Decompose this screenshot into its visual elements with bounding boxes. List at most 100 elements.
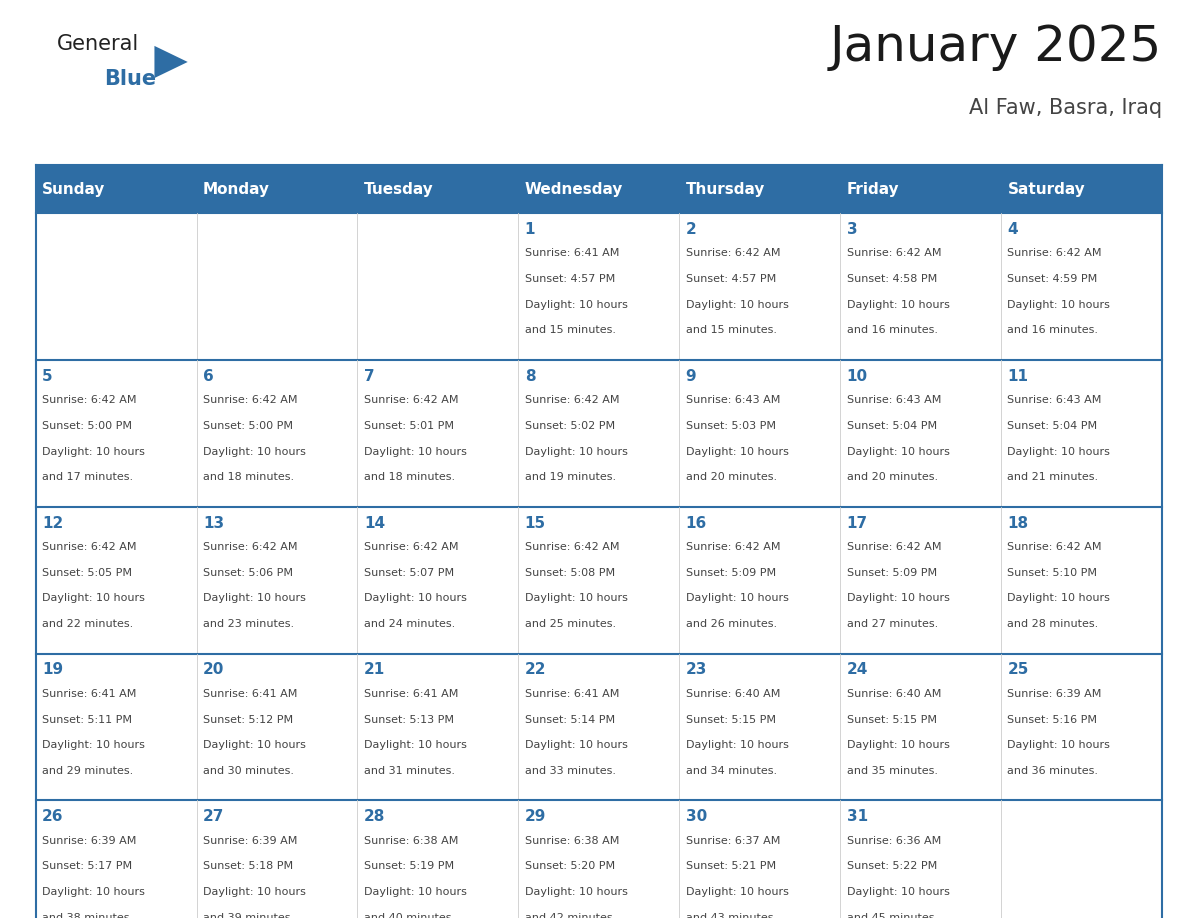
Text: 27: 27 (203, 810, 225, 824)
Text: and 16 minutes.: and 16 minutes. (847, 325, 937, 335)
Bar (196, 360, 358, 507)
Text: Sunset: 5:15 PM: Sunset: 5:15 PM (847, 714, 936, 724)
Text: 7: 7 (364, 369, 374, 384)
Text: Tuesday: Tuesday (364, 182, 434, 196)
Bar (680, 213, 840, 360)
Text: and 28 minutes.: and 28 minutes. (1007, 619, 1099, 629)
Text: Daylight: 10 hours: Daylight: 10 hours (364, 740, 467, 750)
Text: Sunset: 5:14 PM: Sunset: 5:14 PM (525, 714, 615, 724)
Text: Daylight: 10 hours: Daylight: 10 hours (847, 887, 949, 897)
Text: Sunrise: 6:39 AM: Sunrise: 6:39 AM (203, 835, 297, 845)
Text: 2: 2 (685, 222, 696, 237)
Text: Sunset: 5:19 PM: Sunset: 5:19 PM (364, 861, 454, 871)
Text: Sunrise: 6:42 AM: Sunrise: 6:42 AM (525, 542, 619, 552)
Text: Sunset: 5:09 PM: Sunset: 5:09 PM (847, 567, 936, 577)
Bar (36, 800, 196, 918)
Text: and 36 minutes.: and 36 minutes. (1007, 766, 1099, 776)
Text: and 42 minutes.: and 42 minutes. (525, 912, 617, 918)
Text: 31: 31 (847, 810, 867, 824)
Text: Daylight: 10 hours: Daylight: 10 hours (525, 887, 627, 897)
Text: Daylight: 10 hours: Daylight: 10 hours (525, 299, 627, 309)
Text: Sunset: 5:09 PM: Sunset: 5:09 PM (685, 567, 776, 577)
Bar (518, 800, 680, 918)
Text: 24: 24 (847, 663, 868, 677)
Text: Daylight: 10 hours: Daylight: 10 hours (525, 446, 627, 456)
Text: Sunset: 5:11 PM: Sunset: 5:11 PM (42, 714, 132, 724)
Bar (680, 654, 840, 800)
Text: Blue: Blue (105, 70, 157, 89)
Text: Sunrise: 6:41 AM: Sunrise: 6:41 AM (525, 688, 619, 699)
Text: and 27 minutes.: and 27 minutes. (847, 619, 937, 629)
Text: Daylight: 10 hours: Daylight: 10 hours (364, 887, 467, 897)
Bar (36, 213, 196, 360)
Text: and 19 minutes.: and 19 minutes. (525, 472, 615, 482)
Bar (36, 654, 196, 800)
Text: Sunset: 5:02 PM: Sunset: 5:02 PM (525, 420, 615, 431)
Text: Thursday: Thursday (685, 182, 765, 196)
Text: and 17 minutes.: and 17 minutes. (42, 472, 133, 482)
Bar (196, 507, 358, 654)
Text: and 40 minutes.: and 40 minutes. (364, 912, 455, 918)
Text: Sunrise: 6:42 AM: Sunrise: 6:42 AM (364, 395, 459, 405)
Text: Sunrise: 6:42 AM: Sunrise: 6:42 AM (42, 395, 137, 405)
Text: Daylight: 10 hours: Daylight: 10 hours (1007, 446, 1111, 456)
Text: and 16 minutes.: and 16 minutes. (1007, 325, 1099, 335)
Bar (518, 507, 680, 654)
Text: 25: 25 (1007, 663, 1029, 677)
Text: 30: 30 (685, 810, 707, 824)
Text: Daylight: 10 hours: Daylight: 10 hours (42, 593, 145, 603)
Bar (196, 800, 358, 918)
Text: 22: 22 (525, 663, 546, 677)
Text: Daylight: 10 hours: Daylight: 10 hours (364, 446, 467, 456)
Text: Sunrise: 6:39 AM: Sunrise: 6:39 AM (42, 835, 137, 845)
Text: Daylight: 10 hours: Daylight: 10 hours (203, 887, 305, 897)
Text: Sunrise: 6:43 AM: Sunrise: 6:43 AM (1007, 395, 1101, 405)
Text: 14: 14 (364, 516, 385, 531)
Text: Sunset: 4:57 PM: Sunset: 4:57 PM (685, 274, 776, 284)
Text: Sunrise: 6:42 AM: Sunrise: 6:42 AM (847, 248, 941, 258)
Text: Sunset: 5:04 PM: Sunset: 5:04 PM (847, 420, 936, 431)
Text: Sunrise: 6:42 AM: Sunrise: 6:42 AM (364, 542, 459, 552)
Polygon shape (154, 46, 188, 78)
Text: General: General (57, 35, 139, 54)
Text: and 22 minutes.: and 22 minutes. (42, 619, 133, 629)
Text: and 23 minutes.: and 23 minutes. (203, 619, 295, 629)
Bar (518, 213, 680, 360)
Text: Sunrise: 6:38 AM: Sunrise: 6:38 AM (364, 835, 459, 845)
Text: Sunset: 5:21 PM: Sunset: 5:21 PM (685, 861, 776, 871)
Text: Daylight: 10 hours: Daylight: 10 hours (685, 887, 789, 897)
Text: and 20 minutes.: and 20 minutes. (847, 472, 937, 482)
Bar (840, 654, 1001, 800)
Bar (358, 800, 518, 918)
Text: Sunset: 5:15 PM: Sunset: 5:15 PM (685, 714, 776, 724)
Text: Sunrise: 6:41 AM: Sunrise: 6:41 AM (42, 688, 137, 699)
Text: and 33 minutes.: and 33 minutes. (525, 766, 615, 776)
Text: Daylight: 10 hours: Daylight: 10 hours (525, 593, 627, 603)
Bar (680, 360, 840, 507)
Text: 6: 6 (203, 369, 214, 384)
Text: and 31 minutes.: and 31 minutes. (364, 766, 455, 776)
Text: Friday: Friday (847, 182, 899, 196)
Text: Daylight: 10 hours: Daylight: 10 hours (525, 740, 627, 750)
Text: Sunrise: 6:40 AM: Sunrise: 6:40 AM (847, 688, 941, 699)
Text: Al Faw, Basra, Iraq: Al Faw, Basra, Iraq (968, 98, 1162, 118)
Text: Daylight: 10 hours: Daylight: 10 hours (685, 299, 789, 309)
Text: Sunset: 5:22 PM: Sunset: 5:22 PM (847, 861, 937, 871)
Text: Daylight: 10 hours: Daylight: 10 hours (847, 446, 949, 456)
Text: Daylight: 10 hours: Daylight: 10 hours (203, 593, 305, 603)
Text: Sunset: 5:06 PM: Sunset: 5:06 PM (203, 567, 293, 577)
Text: and 34 minutes.: and 34 minutes. (685, 766, 777, 776)
Bar (358, 507, 518, 654)
Text: Sunrise: 6:43 AM: Sunrise: 6:43 AM (685, 395, 781, 405)
Bar (840, 213, 1001, 360)
Text: Daylight: 10 hours: Daylight: 10 hours (685, 740, 789, 750)
Text: Daylight: 10 hours: Daylight: 10 hours (42, 740, 145, 750)
Text: Sunset: 5:10 PM: Sunset: 5:10 PM (1007, 567, 1098, 577)
Bar (680, 800, 840, 918)
Text: Sunset: 5:00 PM: Sunset: 5:00 PM (42, 420, 132, 431)
Text: Daylight: 10 hours: Daylight: 10 hours (42, 446, 145, 456)
Text: Sunrise: 6:42 AM: Sunrise: 6:42 AM (685, 542, 781, 552)
Text: and 38 minutes.: and 38 minutes. (42, 912, 133, 918)
Text: Daylight: 10 hours: Daylight: 10 hours (1007, 593, 1111, 603)
Text: Sunrise: 6:42 AM: Sunrise: 6:42 AM (847, 542, 941, 552)
